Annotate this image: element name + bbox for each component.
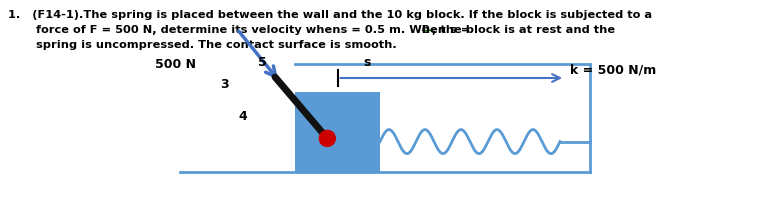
Text: 500 N: 500 N xyxy=(155,58,196,71)
Bar xyxy=(295,92,380,172)
Text: , the block is at rest and the: , the block is at rest and the xyxy=(432,25,615,35)
Text: 4: 4 xyxy=(238,110,247,123)
Text: force of F = 500 N, determine its velocity whens = 0.5 m. When s =: force of F = 500 N, determine its veloci… xyxy=(8,25,475,35)
Text: 5: 5 xyxy=(258,56,266,69)
Text: 0: 0 xyxy=(422,25,430,35)
Text: s: s xyxy=(364,56,371,69)
Text: spring is uncompressed. The contact surface is smooth.: spring is uncompressed. The contact surf… xyxy=(8,40,397,50)
Circle shape xyxy=(319,130,335,146)
Text: 1.   (F14-1).The spring is placed between the wall and the 10 kg block. If the b: 1. (F14-1).The spring is placed between … xyxy=(8,10,652,20)
Text: 3: 3 xyxy=(220,77,229,90)
Text: k = 500 N/m: k = 500 N/m xyxy=(570,64,656,77)
